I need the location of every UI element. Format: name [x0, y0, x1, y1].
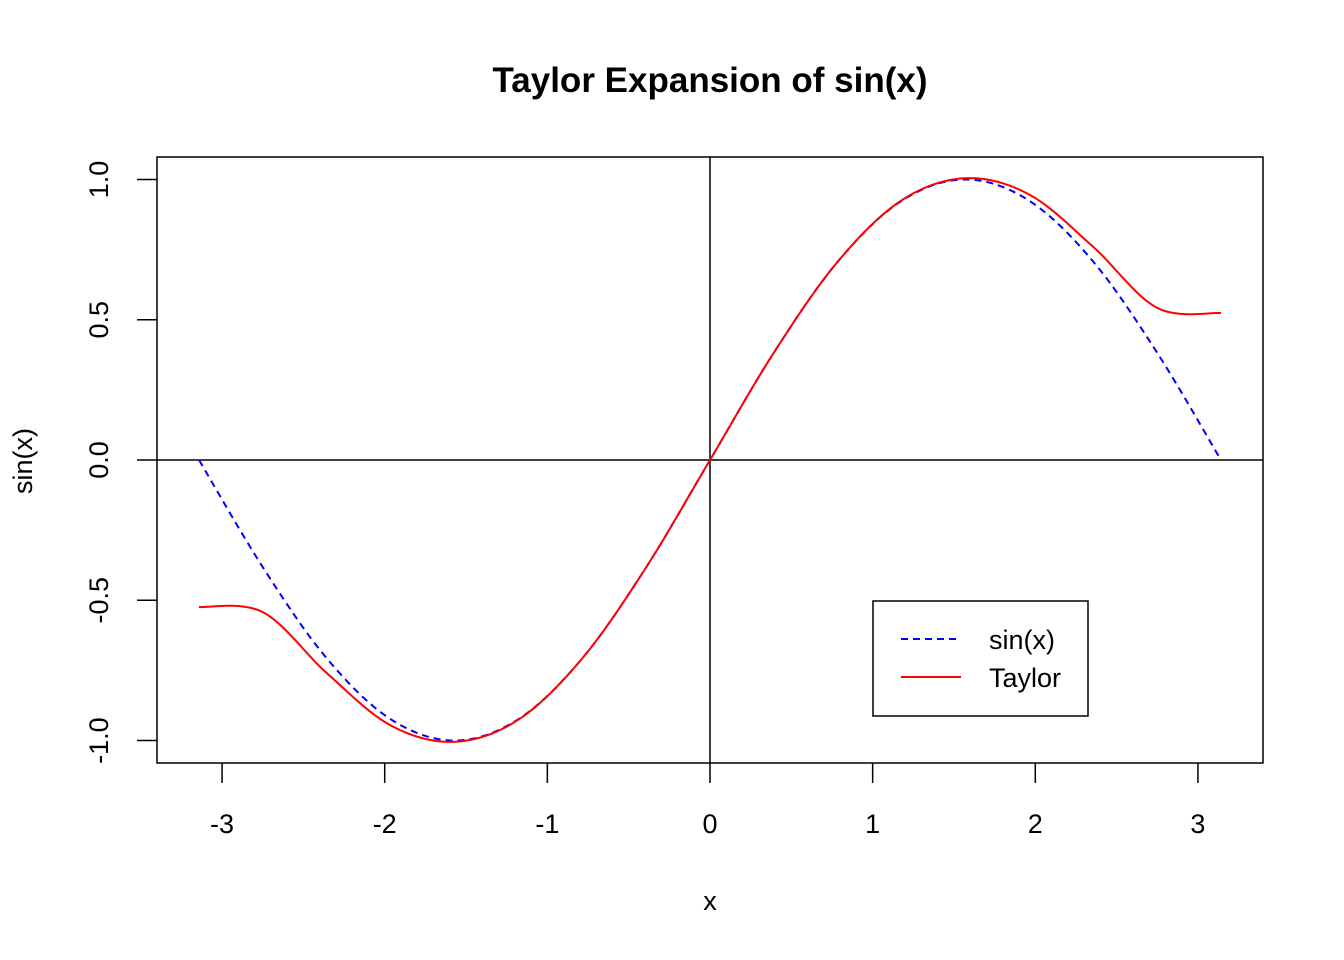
- legend-box: [872, 600, 1089, 717]
- x-tick-label: 0: [702, 809, 717, 839]
- legend: sin(x) Taylor: [872, 600, 1089, 717]
- y-tick-label: -0.5: [84, 577, 114, 624]
- y-tick-label: 1.0: [84, 161, 114, 199]
- x-tick-label: 3: [1190, 809, 1205, 839]
- x-tick-label: 2: [1028, 809, 1043, 839]
- legend-label: Taylor: [989, 663, 1061, 693]
- x-tick-label: 1: [865, 809, 880, 839]
- y-axis-label: sin(x): [8, 428, 38, 494]
- x-tick-label: -2: [373, 809, 397, 839]
- legend-label: sin(x): [989, 625, 1055, 655]
- x-tick-label: -1: [535, 809, 559, 839]
- y-tick-label: 0.0: [84, 441, 114, 479]
- chart-title: Taylor Expansion of sin(x): [493, 61, 928, 100]
- y-tick-label: 0.5: [84, 301, 114, 339]
- x-axis-label: x: [703, 886, 717, 916]
- y-tick-label: -1.0: [84, 717, 114, 764]
- series-line-taylor: [199, 177, 1221, 743]
- plot-area: [157, 157, 1263, 763]
- x-tick-label: -3: [210, 809, 234, 839]
